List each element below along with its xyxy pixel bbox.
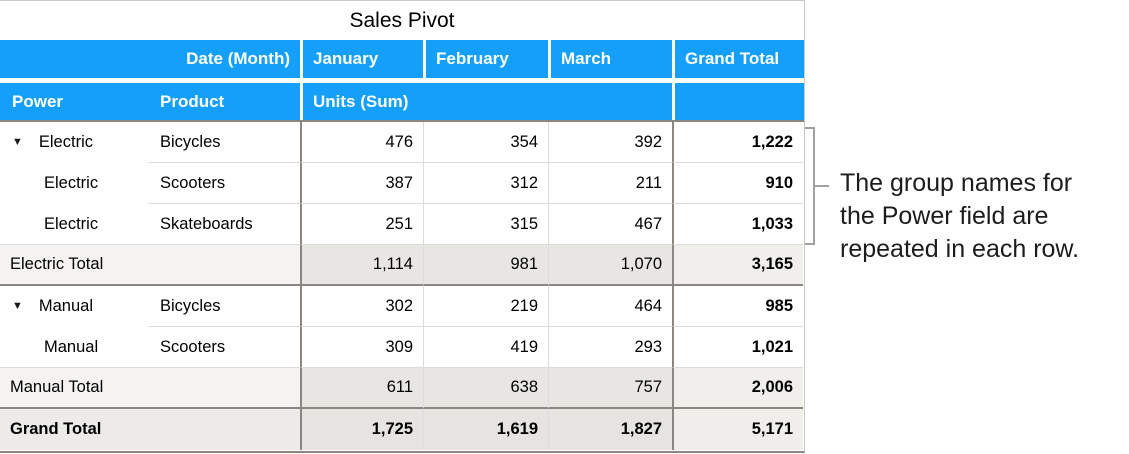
cell-february[interactable]: 315 — [423, 204, 548, 245]
cell-february[interactable]: 419 — [423, 327, 548, 368]
cell-january[interactable]: 387 — [300, 163, 423, 204]
column-header-row: Date (Month) January February March Gran… — [0, 40, 804, 78]
cell-january[interactable]: 476 — [300, 122, 423, 163]
table-row: Electric Scooters 387 312 211 910 — [0, 163, 804, 204]
table-row: ▼ Electric Bicycles 476 354 392 1,222 — [0, 122, 804, 163]
subtotal-row: Manual Total 611 638 757 2,006 — [0, 368, 804, 409]
cell-january[interactable]: 1,114 — [300, 245, 423, 286]
field-header-row: Power Product Units (Sum) — [0, 83, 804, 122]
cell-february[interactable]: 312 — [423, 163, 548, 204]
cell-march[interactable]: 464 — [548, 286, 672, 327]
grand-total-row: Grand Total 1,725 1,619 1,827 5,171 — [0, 409, 804, 450]
cell-grand-total[interactable]: 1,222 — [672, 122, 803, 163]
cell-grand-total[interactable]: 910 — [672, 163, 803, 204]
header-empty-cell — [672, 83, 803, 120]
callout-bracket-connector — [815, 185, 829, 187]
callout-text: The group names for the Power field are … — [840, 167, 1079, 266]
table-title-row: Sales Pivot — [0, 1, 804, 40]
cell-february[interactable]: 219 — [423, 286, 548, 327]
cell-product[interactable]: Skateboards — [148, 204, 300, 245]
cell-grand-total[interactable]: 3,165 — [672, 245, 803, 286]
subtotal-row: Electric Total 1,114 981 1,070 3,165 — [0, 245, 804, 286]
cell-power[interactable]: Electric — [44, 173, 99, 192]
cell-february[interactable]: 981 — [423, 245, 548, 286]
cell-power[interactable]: Electric — [0, 204, 148, 245]
callout-bracket-top-arm — [805, 127, 815, 129]
callout-line: The group names for — [840, 169, 1073, 197]
cell-product[interactable]: Scooters — [148, 163, 300, 204]
cell-january[interactable]: 309 — [300, 327, 423, 368]
column-header-grand-total[interactable]: Grand Total — [672, 40, 803, 78]
header-units-sum[interactable]: Units (Sum) — [300, 83, 672, 120]
cell-product[interactable]: Scooters — [148, 327, 300, 368]
callout-bracket-bottom-arm — [805, 243, 815, 245]
cell-march[interactable]: 467 — [548, 204, 672, 245]
cell-grand-total[interactable]: 1,021 — [672, 327, 803, 368]
cell-march[interactable]: 293 — [548, 327, 672, 368]
table-row: Electric Skateboards 251 315 467 1,033 — [0, 204, 804, 245]
power-group-label: Manual — [38, 296, 94, 315]
callout-line: repeated in each row. — [840, 235, 1080, 263]
disclosure-triangle-icon[interactable]: ▼ — [12, 135, 23, 148]
cell-power[interactable]: Manual — [0, 327, 148, 368]
cell-grand-total[interactable]: 985 — [672, 286, 803, 327]
header-power[interactable]: Power — [12, 91, 64, 111]
cell-march[interactable]: 211 — [548, 163, 672, 204]
cell-product[interactable]: Bicycles — [148, 122, 300, 163]
cell-january[interactable]: 1,725 — [300, 409, 423, 450]
column-header-march[interactable]: March — [548, 40, 672, 78]
cell-grand-total[interactable]: 2,006 — [672, 368, 803, 409]
cell-february[interactable]: 638 — [423, 368, 548, 409]
cell-january[interactable]: 251 — [300, 204, 423, 245]
header-divider — [0, 78, 804, 83]
cell-grand-total[interactable]: 5,171 — [672, 409, 803, 450]
cell-subtotal-label[interactable]: Electric Total — [0, 245, 300, 286]
callout-bracket — [813, 127, 815, 245]
table-title[interactable]: Sales Pivot — [349, 8, 455, 32]
cell-february[interactable]: 354 — [423, 122, 548, 163]
pivot-table: Sales Pivot Date (Month) January Februar… — [0, 0, 805, 453]
cell-march[interactable]: 1,827 — [548, 409, 672, 450]
column-header-january[interactable]: January — [300, 40, 423, 78]
header-date-month[interactable]: Date (Month) — [186, 49, 290, 68]
cell-grand-total[interactable]: 1,033 — [672, 204, 803, 245]
cell-march[interactable]: 757 — [548, 368, 672, 409]
disclosure-triangle-icon[interactable]: ▼ — [12, 299, 23, 312]
table-row: Manual Scooters 309 419 293 1,021 — [0, 327, 804, 368]
power-group-label: Electric — [38, 132, 93, 151]
cell-march[interactable]: 1,070 — [548, 245, 672, 286]
column-header-february[interactable]: February — [423, 40, 548, 78]
header-product[interactable]: Product — [160, 91, 225, 111]
cell-power[interactable]: ▼ Electric — [0, 122, 148, 163]
cell-february[interactable]: 1,619 — [423, 409, 548, 450]
table-row: ▼ Manual Bicycles 302 219 464 985 — [0, 286, 804, 327]
cell-grand-total-label[interactable]: Grand Total — [0, 409, 300, 450]
callout-line: the Power field are — [840, 202, 1049, 230]
cell-january[interactable]: 302 — [300, 286, 423, 327]
cell-january[interactable]: 611 — [300, 368, 423, 409]
cell-subtotal-label[interactable]: Manual Total — [0, 368, 300, 409]
cell-power[interactable]: ▼ Manual — [0, 286, 148, 327]
cell-product[interactable]: Bicycles — [148, 286, 300, 327]
cell-march[interactable]: 392 — [548, 122, 672, 163]
